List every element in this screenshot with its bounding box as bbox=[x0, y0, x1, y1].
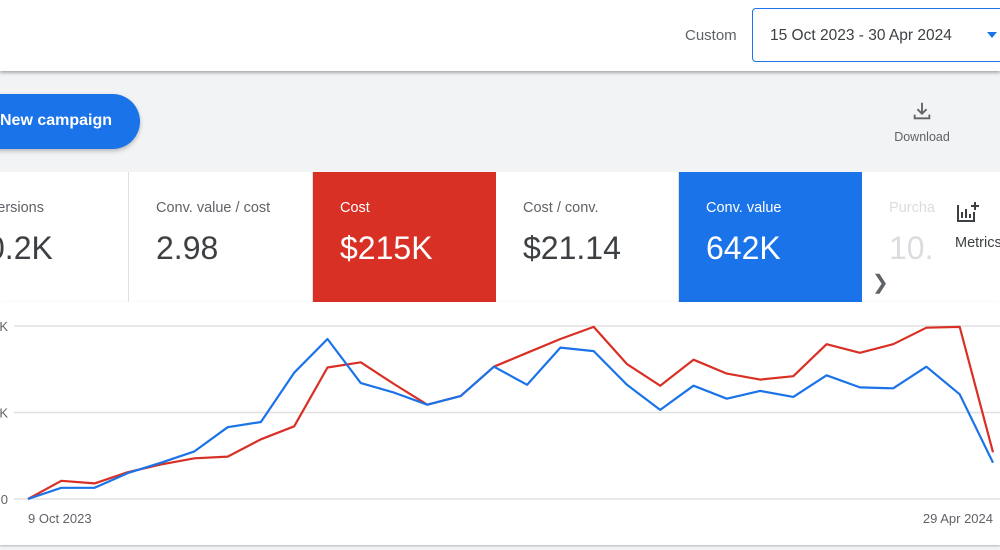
top-bar: Custom 15 Oct 2023 - 30 Apr 2024 bbox=[0, 0, 1000, 71]
metrics-label: Metrics bbox=[955, 235, 1000, 251]
x-tick-label: 9 Oct 2023 bbox=[28, 511, 92, 526]
y-tick-label: 0 bbox=[1, 492, 8, 507]
add-chart-icon bbox=[957, 202, 979, 222]
y-tick-label: K bbox=[0, 406, 8, 421]
scorecard-cost-per-conv[interactable]: Cost / conv. $21.14 bbox=[496, 172, 679, 302]
metrics-button[interactable]: Metrics bbox=[955, 200, 1000, 251]
scorecard-value: 642K bbox=[706, 230, 781, 266]
series-line-conv-value[interactable] bbox=[27, 337, 994, 501]
performance-chart: 0 K K 9 Oct 2023 29 Apr 2024 bbox=[0, 302, 1000, 545]
scorecard-value: 10. bbox=[889, 230, 934, 266]
scorecard-label: Conv. value / cost bbox=[156, 200, 271, 216]
date-range-value: 15 Oct 2023 - 30 Apr 2024 bbox=[770, 27, 952, 44]
download-button[interactable]: Download bbox=[886, 100, 958, 144]
scorecard-value: $21.14 bbox=[523, 230, 621, 266]
line-chart: 0 K K 9 Oct 2023 29 Apr 2024 bbox=[0, 319, 1000, 526]
scorecard-purchases[interactable]: Purcha 10. bbox=[862, 172, 1000, 302]
scorecard-value: 2.98 bbox=[156, 230, 219, 266]
scorecard-label: Cost bbox=[340, 200, 370, 216]
scorecard-conv-value-cost[interactable]: Conv. value / cost 2.98 bbox=[129, 172, 313, 302]
dropdown-arrow-icon bbox=[987, 32, 997, 38]
scorecard-label: Purcha bbox=[889, 200, 935, 216]
scorecard-conversions[interactable]: versions 0.2K bbox=[0, 172, 129, 302]
next-scorecards-chevron-icon[interactable]: ❯ bbox=[872, 272, 889, 294]
scorecard-conv-value[interactable]: Conv. value 642K bbox=[679, 172, 862, 302]
download-label: Download bbox=[894, 130, 950, 144]
scorecard-label: Conv. value bbox=[706, 200, 782, 216]
scorecard-value: $215K bbox=[340, 230, 433, 266]
scorecard-label: Cost / conv. bbox=[523, 200, 599, 216]
series-line-cost[interactable] bbox=[27, 325, 995, 500]
date-range-picker[interactable]: 15 Oct 2023 - 30 Apr 2024 bbox=[752, 8, 1000, 62]
scorecards: versions 0.2K Conv. value / cost 2.98 Co… bbox=[0, 172, 1000, 302]
scorecard-label: versions bbox=[0, 200, 44, 216]
date-preset-label: Custom bbox=[685, 27, 737, 44]
new-campaign-button[interactable]: New campaign bbox=[0, 94, 140, 149]
x-tick-label: 29 Apr 2024 bbox=[923, 511, 993, 526]
scorecard-cost[interactable]: Cost $215K bbox=[313, 172, 496, 302]
download-icon bbox=[913, 102, 931, 120]
y-tick-label: K bbox=[0, 319, 8, 334]
scorecard-value: 0.2K bbox=[0, 230, 53, 266]
